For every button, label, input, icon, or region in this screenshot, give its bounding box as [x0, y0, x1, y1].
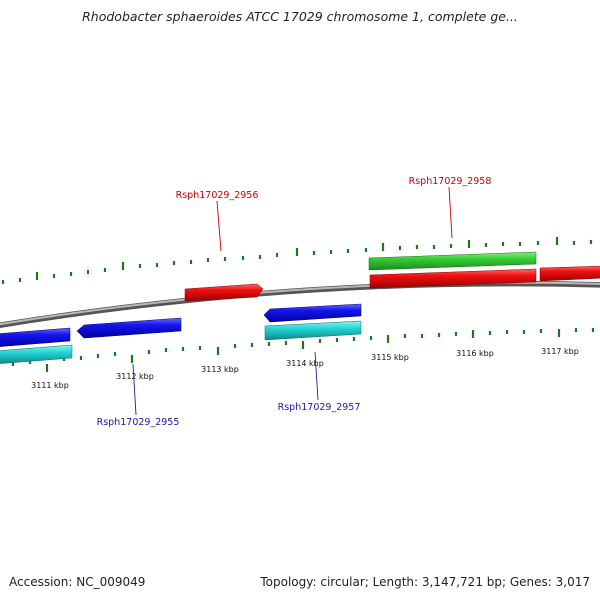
topology-summary: Topology: circular; Length: 3,147,721 bp…	[260, 575, 590, 589]
cds-rsph17029-2958[interactable]	[368, 251, 537, 271]
tick-label-3115: 3115 kbp	[371, 353, 409, 362]
gene-rsph17029-2957[interactable]	[263, 303, 362, 323]
tick-label-3111: 3111 kbp	[31, 381, 69, 390]
callout-line-2955	[132, 363, 137, 416]
chromosome-backbone	[0, 280, 600, 328]
gene-label-2957[interactable]: Rsph17029_2957	[278, 402, 361, 413]
accession-label: Accession: NC_009049	[9, 575, 146, 589]
tick-labels: 3111 kbp 3112 kbp 3113 kbp 3114 kbp 3115…	[31, 347, 579, 390]
tick-label-3113: 3113 kbp	[201, 365, 239, 374]
gene-rsph17029-2958[interactable]	[369, 268, 537, 289]
gene-right-edge[interactable]	[539, 265, 600, 282]
gene-label-2955[interactable]: Rsph17029_2955	[97, 417, 180, 428]
tick-label-3116: 3116 kbp	[456, 349, 494, 358]
outer-tick-marks	[1, 237, 593, 284]
cds-rsph17029-2957[interactable]	[264, 320, 362, 341]
gene-rsph17029-2955[interactable]	[76, 317, 182, 339]
gene-label-2956[interactable]: Rsph17029_2956	[176, 190, 259, 201]
callout-line-2957	[314, 351, 319, 401]
gene-left-edge-blue[interactable]	[0, 327, 71, 347]
tick-label-3112: 3112 kbp	[116, 372, 154, 381]
tick-label-3117: 3117 kbp	[541, 347, 579, 356]
callout-line-2958	[448, 186, 453, 239]
tick-label-3114: 3114 kbp	[286, 359, 324, 368]
cds-left-edge[interactable]	[0, 344, 73, 364]
gene-label-2958[interactable]: Rsph17029_2958	[409, 176, 492, 187]
map-title: Rhodobacter sphaeroides ATCC 17029 chrom…	[82, 9, 518, 24]
gene-rsph17029-2956[interactable]	[184, 283, 264, 302]
callout-line-2956	[216, 200, 222, 252]
